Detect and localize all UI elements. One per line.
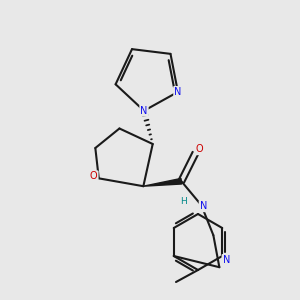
Polygon shape	[143, 178, 182, 186]
Text: O: O	[90, 171, 98, 182]
Text: O: O	[196, 144, 203, 154]
Text: N: N	[140, 106, 148, 116]
Text: N: N	[174, 87, 182, 97]
Text: N: N	[200, 201, 207, 211]
Text: N: N	[223, 255, 230, 265]
Text: H: H	[180, 197, 187, 206]
